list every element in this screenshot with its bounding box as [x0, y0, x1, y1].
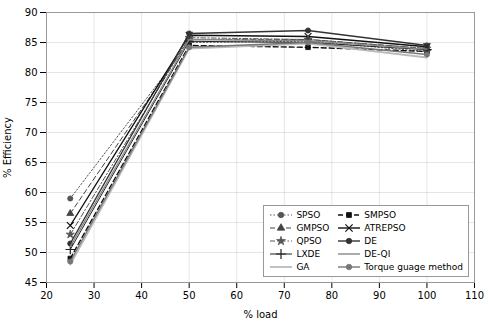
svg-text:100: 100 — [417, 290, 436, 301]
svg-text:50: 50 — [25, 247, 38, 258]
html-text:LXDE: LXDE — [296, 249, 321, 259]
html-text:QPSO: QPSO — [296, 236, 322, 246]
svg-text:60: 60 — [230, 290, 243, 301]
html-text:GA: GA — [296, 262, 310, 272]
html-text:Torque guage method: Torque guage method — [364, 262, 463, 272]
svg-text:20: 20 — [40, 290, 53, 301]
svg-text:55: 55 — [25, 217, 38, 228]
html-text:ATREPSO: ATREPSO — [364, 223, 406, 233]
svg-text:85: 85 — [25, 37, 38, 48]
html-text:SPSO: SPSO — [296, 210, 321, 220]
svg-text:30: 30 — [88, 290, 101, 301]
svg-text:40: 40 — [135, 290, 148, 301]
svg-text:45: 45 — [25, 277, 38, 288]
html-text:DE: DE — [364, 236, 377, 246]
svg-text:80: 80 — [25, 67, 38, 78]
svg-text:50: 50 — [183, 290, 196, 301]
html-text:GMPSO: GMPSO — [296, 223, 330, 233]
svg-text:70: 70 — [278, 290, 291, 301]
svg-text:% load: % load — [243, 309, 277, 320]
svg-text:65: 65 — [25, 157, 38, 168]
svg-text:80: 80 — [325, 290, 338, 301]
html-text:SMPSO: SMPSO — [364, 210, 397, 220]
html-text:DE-QI: DE-QI — [364, 249, 391, 259]
svg-text:% Efficiency: % Efficiency — [2, 117, 13, 178]
svg-text:90: 90 — [25, 7, 38, 18]
svg-text:110: 110 — [465, 290, 484, 301]
svg-text:90: 90 — [373, 290, 386, 301]
svg-text:75: 75 — [25, 97, 38, 108]
svg-text:60: 60 — [25, 187, 38, 198]
svg-text:70: 70 — [25, 127, 38, 138]
